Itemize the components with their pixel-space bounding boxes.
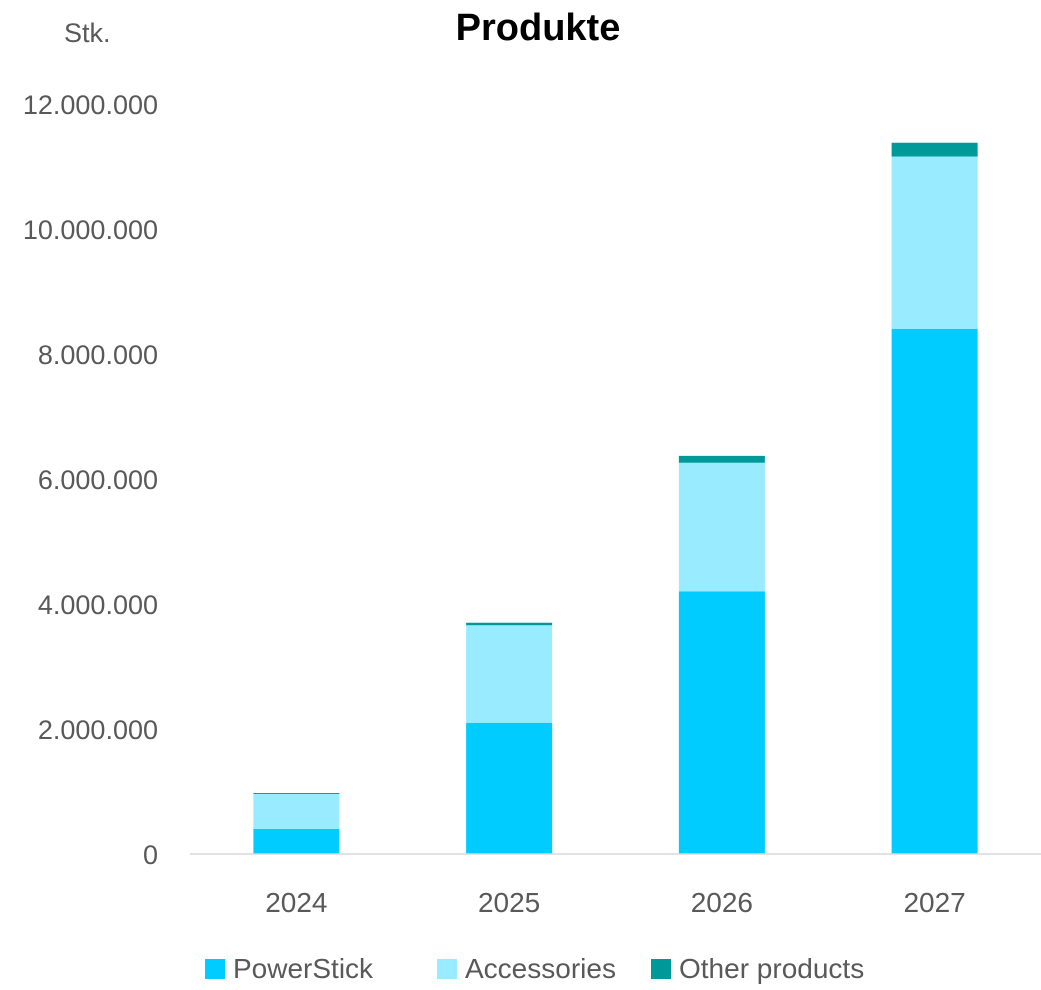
unit-label: Stk. [64,18,111,48]
y-tick-label: 4.000.000 [38,590,158,620]
bar-accessories-2026 [678,462,765,592]
x-tick-label: 2027 [903,887,965,918]
x-tick-label: 2024 [265,887,327,918]
y-tick-label: 8.000.000 [38,340,158,370]
legend-swatch-accessories [437,959,457,979]
legend-swatch-powerstick [205,959,225,979]
chart-title: Produkte [456,7,621,49]
y-tick-label: 10.000.000 [23,215,158,245]
bar-powerstick-2025 [466,722,553,854]
legend-swatch-other-products [651,959,671,979]
legend: PowerStick Accessories Other products [205,953,864,984]
x-tick-label: 2025 [478,887,540,918]
bar-accessories-2025 [466,625,553,723]
bar-accessories-2027 [891,156,978,329]
bar-powerstick-2027 [891,329,978,854]
x-axis-ticks: 2024 2025 2026 2027 [265,887,966,918]
bar-other-products-2027 [891,142,978,157]
bar-powerstick-2024 [253,829,340,854]
y-axis-ticks: 0 2.000.000 4.000.000 6.000.000 8.000.000 10.… [23,90,158,870]
legend-label-accessories: Accessories [465,953,616,984]
bar-accessories-2024 [253,794,340,829]
y-tick-label: 2.000.000 [38,715,158,745]
legend-label-other-products: Other products [679,953,864,984]
y-tick-label: 0 [143,840,158,870]
bar-other-products-2026 [678,455,765,463]
legend-label-powerstick: PowerStick [233,953,374,984]
y-tick-label: 6.000.000 [38,465,158,495]
bars [253,142,978,854]
bar-other-products-2025 [466,622,553,626]
x-tick-label: 2026 [691,887,753,918]
bar-other-products-2024 [253,793,340,794]
y-tick-label: 12.000.000 [23,90,158,120]
bar-powerstick-2026 [678,591,765,854]
